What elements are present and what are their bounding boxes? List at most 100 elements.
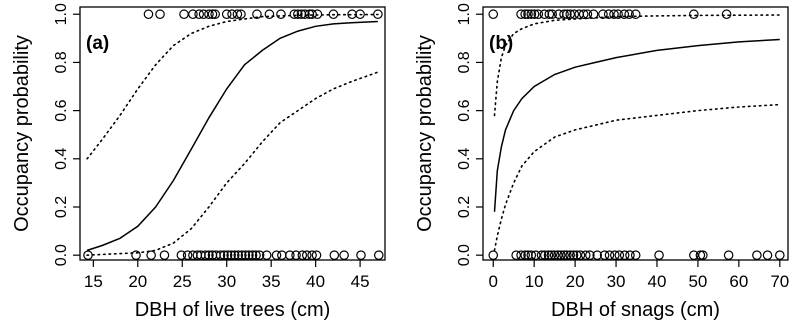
panel-a-point-occupied	[179, 9, 189, 20]
panel-b-y-tick-label: 0.2	[456, 196, 473, 218]
panel-a-y-tick-label: 0.0	[53, 244, 70, 266]
panel-b-point-unoccupied	[549, 250, 560, 260]
panel-a-point-unoccupied	[311, 250, 322, 260]
panel-a-point-unoccupied	[222, 250, 233, 260]
panel-b-point-unoccupied	[523, 250, 533, 260]
panel-a-point-occupied	[300, 9, 310, 20]
panel-a-point-occupied	[276, 9, 286, 20]
panel-b-point-occupied	[526, 9, 537, 20]
panel-a-point-occupied	[293, 9, 303, 20]
panel-b-point-unoccupied	[654, 250, 664, 260]
panel-b-point-occupied	[562, 9, 572, 20]
panel-a-point-occupied	[221, 9, 232, 20]
panel-b-fit-curve	[493, 38, 780, 212]
panel-a-point-occupied	[328, 9, 339, 20]
panel-b-point-unoccupied	[695, 250, 706, 260]
panel-a-x-tick-label: 35	[262, 272, 281, 291]
panel-b-point-unoccupied	[775, 250, 785, 260]
panel-a-point-occupied	[236, 9, 246, 20]
panel-a-point-unoccupied	[356, 250, 366, 260]
panel-a-point-unoccupied	[301, 250, 312, 260]
panel-a-y-tick-label: 0.8	[53, 51, 70, 73]
panel-b-point-unoccupied	[531, 250, 541, 260]
panel-b-point-occupied	[613, 9, 623, 20]
panel-b-point-unoccupied	[599, 250, 610, 260]
panel-b-x-tick-label: 20	[566, 272, 585, 291]
panel-b-point-occupied	[547, 9, 557, 20]
panel-b-point-unoccupied	[723, 250, 734, 260]
panel-a-point-unoccupied	[146, 250, 156, 260]
panel-b-y-tick-label: 1.0	[456, 3, 473, 25]
panel-a-x-axis-title: DBH of live trees (cm)	[135, 299, 331, 321]
panel-b-ci-lower-line	[493, 103, 781, 252]
panel-b-point-occupied	[516, 9, 526, 20]
panel-b-x-tick-label: 10	[525, 272, 544, 291]
panel-b-y-tick-label: 0.8	[456, 51, 473, 73]
panel-b-x-tick-label: 30	[607, 272, 626, 291]
panel-a-point-unoccupied	[237, 250, 247, 260]
panel-b-point-unoccupied	[752, 250, 762, 260]
panel-b-point-occupied	[609, 9, 619, 20]
panel-b-ci-upper-line	[493, 14, 781, 117]
panel-a-y-tick-label: 1.0	[53, 3, 70, 25]
panel-b-point-unoccupied	[488, 250, 499, 260]
panel-b-point-unoccupied	[689, 250, 699, 260]
panel-b-point-unoccupied	[565, 250, 576, 260]
panel-a-point-occupied	[232, 9, 243, 20]
panel-a-point-unoccupied	[291, 250, 301, 260]
panel-a-point-unoccupied	[277, 250, 287, 260]
panel-a-point-unoccupied	[339, 250, 349, 260]
panel-b-point-occupied	[520, 9, 530, 20]
panel-a-fit-curve	[86, 20, 378, 252]
panel-a-x-tick-label: 40	[306, 272, 325, 291]
panel-a-x-tick-label: 25	[173, 272, 192, 291]
panel-b-point-unoccupied	[630, 250, 641, 260]
panel-b-point-unoccupied	[555, 250, 566, 260]
panel-b-point-unoccupied	[592, 250, 603, 260]
panel-b-point-unoccupied	[698, 250, 708, 260]
panel-a-point-unoccupied	[244, 250, 254, 260]
panel-a-point-unoccupied	[240, 250, 251, 260]
panel-a-point-unoccupied	[226, 250, 236, 260]
panel-b-point-occupied	[544, 9, 555, 20]
panel-a-point-occupied	[155, 9, 165, 20]
panel-b-point-unoccupied	[562, 250, 572, 260]
panel-a-point-unoccupied	[297, 250, 308, 260]
panel-b-plot-frame	[482, 6, 789, 261]
panel-b-point-unoccupied	[568, 250, 579, 260]
panel-b-point-unoccupied	[604, 250, 615, 260]
panel-a-y-tick-label: 0.4	[53, 148, 70, 170]
panel-b-point-occupied	[488, 9, 499, 20]
panel-a-point-occupied	[194, 9, 204, 20]
panel-b-point-unoccupied	[625, 250, 635, 260]
panel-a-point-unoccupied	[329, 250, 340, 260]
panel-b-point-occupied	[529, 9, 540, 20]
panel-a-point-occupied	[204, 9, 214, 20]
panel-a-point-occupied	[207, 9, 218, 20]
panel-a-point-unoccupied	[285, 250, 295, 260]
panel-a-point-occupied	[289, 9, 300, 20]
panel-b-x-tick-label: 70	[770, 272, 789, 291]
panel-a-point-unoccupied	[373, 250, 384, 260]
panel-b-point-occupied	[578, 9, 589, 20]
panel-a-point-unoccupied	[261, 250, 272, 260]
panel-a-point-unoccupied	[200, 250, 211, 260]
panel-b-point-occupied	[598, 9, 608, 20]
panel-a-point-unoccupied	[204, 250, 214, 260]
panel-b-point-unoccupied	[614, 250, 625, 260]
panel-b-x-tick-label: 0	[489, 272, 498, 291]
panel-b-point-occupied	[689, 9, 699, 20]
panel-a-x-tick-label: 30	[217, 272, 236, 291]
panel-a-point-occupied	[210, 9, 220, 20]
panel-a-point-unoccupied	[233, 250, 244, 260]
panel-a-point-unoccupied	[215, 250, 226, 260]
panel-b-point-unoccupied	[585, 250, 595, 260]
panel-a-ci-lower-line	[86, 71, 379, 256]
panel-b-point-occupied	[721, 9, 732, 20]
panel-b-y-tick-label: 0.0	[456, 244, 473, 266]
panel-a-point-unoccupied	[159, 250, 170, 260]
panel-b-point-unoccupied	[575, 250, 586, 260]
panel-b-point-occupied	[539, 9, 550, 20]
panel-b-point-occupied	[624, 9, 634, 20]
panel-b-x-tick-label: 60	[729, 272, 748, 291]
